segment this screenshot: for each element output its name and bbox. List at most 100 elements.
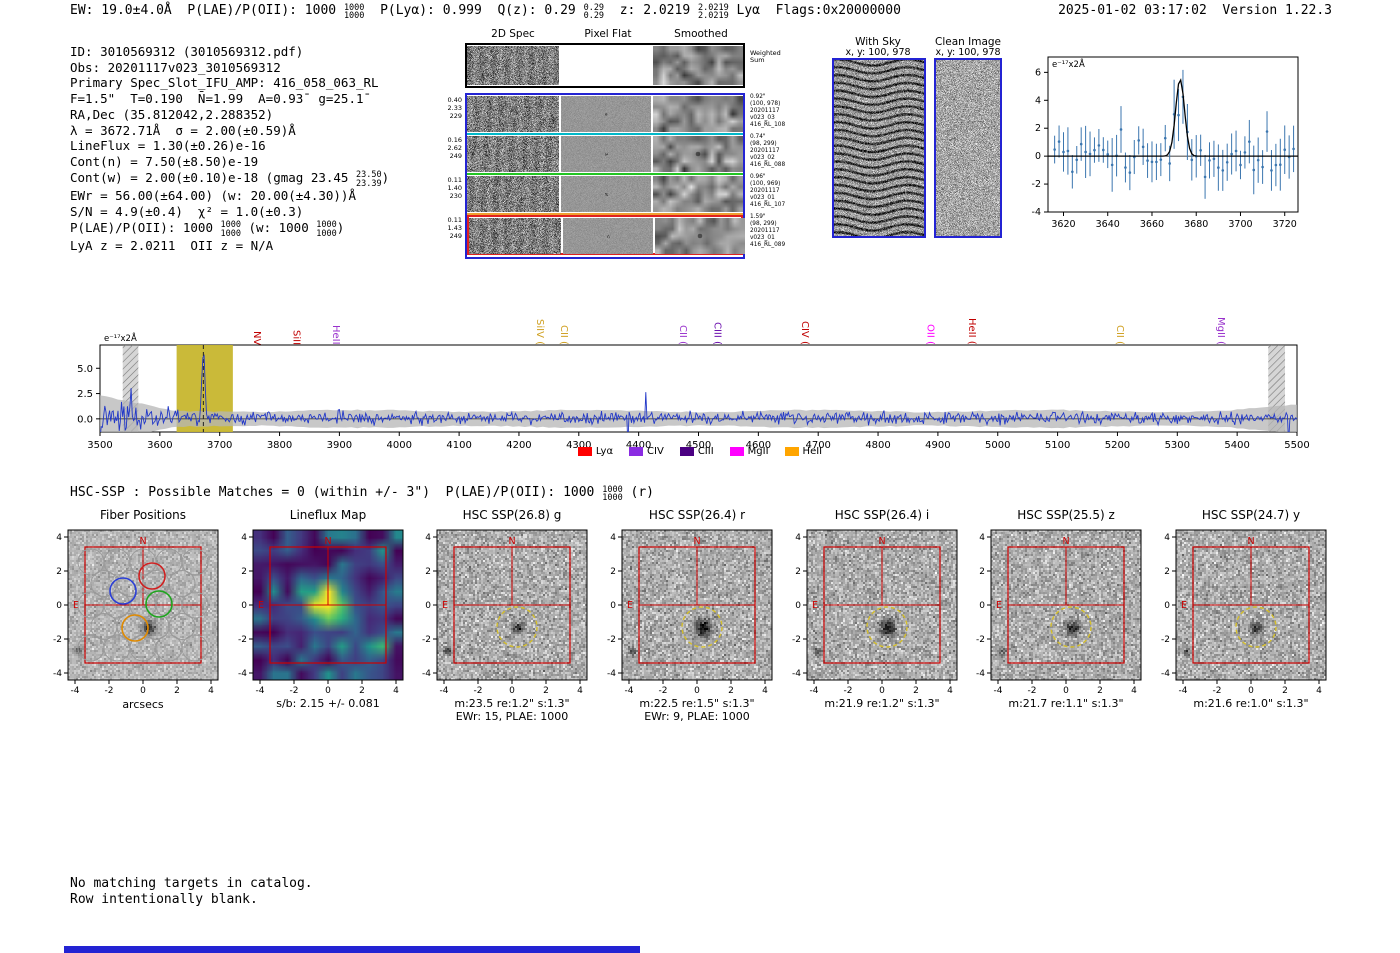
axis-tick-label: 0 bbox=[795, 601, 801, 611]
data-point bbox=[1279, 163, 1282, 167]
cutout-caption: m:23.5 re:1.2" s:1.3" bbox=[454, 697, 570, 710]
text-part: S/N = 4.9(±0.4) χ² = 1.0(±0.3) bbox=[70, 203, 304, 219]
fiber-info-line: v023_03 bbox=[750, 114, 775, 121]
fiber-row-left-labels: 0.40 2.33 229 bbox=[445, 96, 462, 120]
compass-north: N bbox=[1247, 536, 1254, 547]
legend-swatch bbox=[629, 447, 644, 456]
fraction-upper: 1000 bbox=[602, 484, 623, 495]
legend-item: CIV bbox=[629, 446, 664, 457]
info-line: Cont(n) = 7.50(±8.50)e-19 bbox=[70, 154, 389, 170]
fiber-info-line: (100, 978) bbox=[750, 100, 781, 107]
detection-info-block: ID: 3010569312 (3010569312.pdf) Obs: 2020… bbox=[70, 44, 389, 254]
legend-label: CIII bbox=[697, 446, 714, 457]
axis-tick-label: 4000 bbox=[387, 440, 412, 451]
footer-note-2: Row intentionally blank. bbox=[70, 892, 258, 907]
fraction-upper: 1000 bbox=[220, 220, 241, 231]
axis-tick-label: 0.0 bbox=[77, 414, 93, 425]
fiber-weight-value: 0.40 bbox=[447, 96, 462, 104]
data-point bbox=[1093, 148, 1096, 152]
fiber-weight-value: 1.43 bbox=[447, 224, 462, 232]
axis-tick-label: -2 bbox=[1028, 686, 1037, 696]
text-part: ) bbox=[336, 219, 345, 235]
data-point bbox=[1203, 175, 1207, 179]
fiber-info-line: (98, 299) bbox=[750, 220, 777, 227]
fiber-weight-value: 0.11 bbox=[447, 176, 462, 184]
spec2d-fiber-image bbox=[467, 96, 559, 132]
axis-tick-label: -4 bbox=[1161, 669, 1170, 679]
data-point bbox=[1265, 130, 1269, 133]
axis-tick-label: 3700 bbox=[207, 440, 232, 451]
fiber-weight-value: 230 bbox=[449, 192, 462, 200]
compass-north: N bbox=[878, 536, 885, 547]
axis-tick-label: -4 bbox=[625, 686, 634, 696]
zoom-plot-data bbox=[1048, 69, 1298, 199]
axis-tick-label: 2 bbox=[728, 686, 734, 696]
cutout-title: HSC SSP(25.5) z bbox=[1017, 508, 1115, 522]
spectrum-line bbox=[100, 354, 1297, 432]
cutout-title: HSC SSP(26.8) g bbox=[462, 508, 562, 522]
axis-tick-label: 4100 bbox=[446, 440, 471, 451]
axis-tick-label: 4500 bbox=[686, 440, 711, 451]
data-point bbox=[1274, 163, 1278, 167]
axis-tick-label: 5200 bbox=[1105, 440, 1130, 451]
axis-tick-label: -4 bbox=[71, 686, 80, 696]
axis-tick-label: 3640 bbox=[1096, 219, 1120, 230]
text-part: Cont(w) = 2.00(±0.10)e-18 (gmag 23.45 bbox=[70, 169, 356, 185]
cutout-overlay-svg: -4 -4 -2 -2 0 0 2 2 4 4 N E bbox=[1161, 529, 1327, 696]
axis-tick-label: 2 bbox=[610, 567, 616, 577]
text-part: F=1.5" T=0.190 N̄=1.99 A=0.93̄ g=25.1̄ bbox=[70, 91, 364, 107]
axis-tick-label: 5300 bbox=[1165, 440, 1190, 451]
data-point bbox=[1141, 145, 1145, 149]
axis-tick-label: 4 bbox=[979, 533, 985, 543]
compass-east: E bbox=[73, 600, 79, 611]
fiber-circle bbox=[155, 634, 183, 662]
fiber-info-line: 0.92" bbox=[750, 94, 766, 100]
axis-tick-label: 2 bbox=[1035, 123, 1041, 134]
smoothed-weighted-image bbox=[653, 46, 743, 85]
aperture-circle bbox=[1050, 606, 1092, 648]
axis-tick-label: 4 bbox=[425, 533, 431, 543]
axis-tick-label: 0 bbox=[879, 686, 885, 696]
text-part: RA,Dec (35.812042,2.288352) bbox=[70, 106, 274, 122]
axis-tick-label: 5500 bbox=[1284, 440, 1309, 451]
error-band bbox=[100, 395, 1297, 432]
legend-item: CIII bbox=[679, 446, 714, 457]
info-line: Obs: 20201117v023_3010569312 bbox=[70, 60, 389, 76]
fiber-row-right-labels: 1.59" (98, 299) 20201117 v023_01 416_RL_089 bbox=[750, 214, 808, 249]
fiber-weight-value: 249 bbox=[449, 152, 462, 160]
cutout-caption: s/b: 2.15 +/- 0.081 bbox=[276, 697, 380, 710]
axis-tick-label: 2 bbox=[543, 686, 549, 696]
axis-tick-label: 0 bbox=[1063, 686, 1069, 696]
fiber-circle bbox=[181, 634, 209, 662]
data-point bbox=[1177, 113, 1180, 117]
axis-tick-label: 6 bbox=[1035, 67, 1041, 78]
axis-tick-label: 0 bbox=[241, 601, 247, 611]
axis-tick-label: 3660 bbox=[1140, 219, 1164, 230]
pixelflat-fiber-image bbox=[561, 136, 651, 172]
axis-tick-label: 4 bbox=[795, 533, 801, 543]
spectrum-legend: Lyα CIV CIII MgII HeII bbox=[0, 446, 1400, 457]
data-point bbox=[1217, 166, 1220, 169]
fiber-info-line: v023_01 bbox=[750, 194, 775, 201]
axis-tick-label: -2 bbox=[105, 686, 114, 696]
aperture-circle bbox=[866, 606, 908, 648]
clean-image-frame bbox=[934, 58, 1002, 238]
cutout-title: HSC SSP(24.7) y bbox=[1201, 508, 1301, 522]
weighted-sum-label: Weighted Sum bbox=[750, 50, 781, 64]
axis-tick-label: 0 bbox=[1035, 151, 1041, 162]
axis-tick-label: 4 bbox=[610, 533, 616, 543]
emission-line-label: HeII ( bbox=[966, 318, 978, 345]
fraction-upper: 1000 bbox=[316, 220, 337, 231]
axis-tick-label: 3800 bbox=[267, 440, 292, 451]
fiber-row-left-labels: 0.11 1.43 249 bbox=[445, 216, 462, 240]
axis-tick-label: 4400 bbox=[626, 440, 651, 451]
with-sky-image bbox=[834, 60, 924, 236]
legend-item: MgII bbox=[729, 446, 769, 457]
axis-tick-label: 5000 bbox=[985, 440, 1010, 451]
data-point bbox=[1053, 148, 1056, 151]
info-line: LyA z = 2.0211 OII z = N/A bbox=[70, 238, 389, 254]
axis-tick-label: -2 bbox=[290, 686, 299, 696]
